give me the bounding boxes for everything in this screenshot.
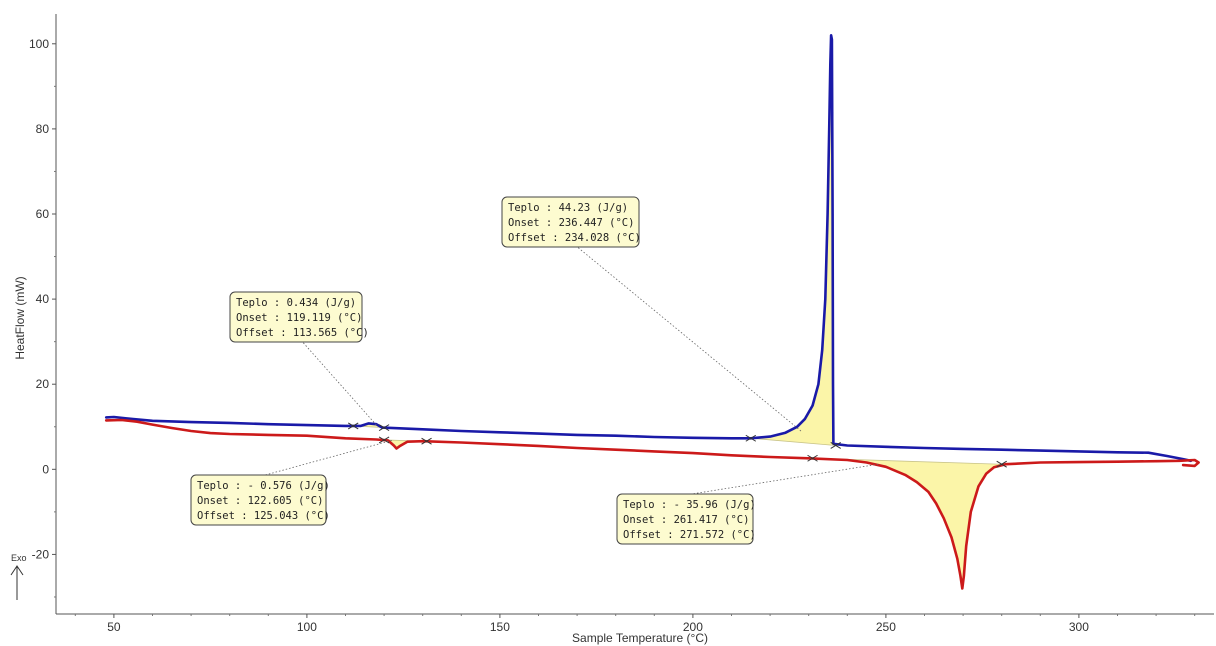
annotation-value: 234.028 bbox=[565, 232, 616, 244]
y-tick-label: -20 bbox=[32, 547, 50, 561]
x-tick-label: 250 bbox=[876, 620, 896, 634]
annotation-line: Onset : 119.119 (°C) bbox=[236, 312, 362, 324]
annotation-value: 261.417 bbox=[674, 514, 725, 526]
x-tick-label: 300 bbox=[1069, 620, 1089, 634]
annotation-value: 113.565 bbox=[293, 327, 344, 339]
x-tick-label: 100 bbox=[297, 620, 317, 634]
limit-marker-icon bbox=[347, 422, 359, 430]
annotation-leader bbox=[265, 439, 392, 476]
limit-marker-icon bbox=[807, 454, 818, 462]
y-tick-label: 0 bbox=[42, 462, 49, 476]
exo-arrow-icon bbox=[10, 565, 24, 600]
limit-marker-icon bbox=[830, 442, 841, 449]
annotation-value: 119.119 bbox=[287, 312, 338, 324]
limit-marker-icon bbox=[421, 437, 432, 445]
annotation-unit: (°C) bbox=[724, 514, 749, 526]
annotation-line: Offset : 271.572 (°C) bbox=[623, 529, 756, 541]
annotation-line: Offset : 113.565 (°C) bbox=[236, 327, 369, 339]
annotation-line: Teplo : 0.434 (J/g) bbox=[236, 297, 356, 309]
annotation-value: 236.447 bbox=[559, 217, 610, 229]
y-axis-label: HeatFlow (mW) bbox=[13, 276, 27, 359]
annotation-unit: (J/g) bbox=[724, 499, 756, 511]
y-tick-label: 80 bbox=[36, 122, 50, 136]
peak-fill-2 bbox=[750, 35, 836, 446]
annotation-callout: Teplo : - 35.96 (J/g) Onset : 261.417 (°C… bbox=[616, 463, 879, 545]
annotation-label: Onset : bbox=[236, 312, 287, 324]
annotation-line: Onset : 261.417 (°C) bbox=[623, 514, 749, 526]
annotation-value: 125.043 bbox=[254, 510, 305, 522]
x-tick-label: 50 bbox=[107, 620, 121, 634]
annotation-line: Teplo : 44.23 (J/g) bbox=[508, 202, 628, 214]
annotation-label: Onset : bbox=[508, 217, 559, 229]
exo-label: Exo bbox=[11, 553, 27, 563]
limit-marker-icon bbox=[996, 460, 1007, 468]
annotation-leader bbox=[577, 246, 802, 432]
annotation-value: 271.572 bbox=[680, 529, 731, 541]
annotation-value: - 35.96 bbox=[674, 499, 725, 511]
annotation-leader bbox=[302, 341, 377, 426]
annotation-label: Offset : bbox=[623, 529, 680, 541]
x-tick-label: 200 bbox=[683, 620, 703, 634]
annotation-unit: (°C) bbox=[730, 529, 755, 541]
integration-markers bbox=[347, 422, 1007, 468]
y-tick-label: 100 bbox=[29, 37, 49, 51]
annotation-label: Teplo : bbox=[197, 480, 248, 492]
annotation-line: Offset : 234.028 (°C) bbox=[508, 232, 641, 244]
series-layer bbox=[104, 34, 1200, 590]
annotation-label: Offset : bbox=[197, 510, 254, 522]
annotation-line: Teplo : - 35.96 (J/g) bbox=[623, 499, 756, 511]
annotation-box bbox=[616, 493, 754, 545]
peak-fill-3 bbox=[812, 458, 1002, 589]
baseline-chord-2 bbox=[750, 437, 836, 446]
annotation-callout: Teplo : 0.434 (J/g)Onset : 119.119 (°C)O… bbox=[229, 291, 377, 426]
annotation-label: Teplo : bbox=[623, 499, 674, 511]
y-tick-label: 40 bbox=[36, 292, 50, 306]
annotation-callout: Teplo : - 0.576 (J/g) Onset : 122.605 (°C… bbox=[190, 439, 392, 526]
annotation-value: - 0.576 bbox=[248, 480, 299, 492]
axes: 50 100 150 200 250 300 -20 0 20 40 60 80 100 bbox=[29, 14, 1214, 634]
annotation-label: Onset : bbox=[623, 514, 674, 526]
annotation-line: Onset : 236.447 (°C) bbox=[508, 217, 634, 229]
limit-marker-icon bbox=[745, 434, 757, 442]
x-tick-label: 150 bbox=[490, 620, 510, 634]
annotation-value: 0.434 bbox=[287, 297, 325, 309]
annotation-label: Onset : bbox=[197, 495, 248, 507]
annotation-box bbox=[501, 196, 640, 248]
y-tick-label: 20 bbox=[36, 377, 50, 391]
annotation-unit: (°C) bbox=[304, 510, 329, 522]
annotation-unit: (°C) bbox=[343, 327, 368, 339]
annotation-unit: (°C) bbox=[609, 217, 634, 229]
annotation-label: Offset : bbox=[508, 232, 565, 244]
annotation-line: Offset : 125.043 (°C) bbox=[197, 510, 330, 522]
annotation-unit: (°C) bbox=[298, 495, 323, 507]
annotation-leader bbox=[691, 463, 879, 495]
annotation-value: 44.23 bbox=[559, 202, 597, 214]
x-axis-label: Sample Temperature (°C) bbox=[572, 631, 708, 645]
annotation-unit: (J/g) bbox=[325, 297, 357, 309]
annotation-box bbox=[190, 474, 327, 526]
annotation-label: Teplo : bbox=[236, 297, 287, 309]
limit-marker-icon bbox=[378, 424, 390, 432]
annotations: Teplo : 0.434 (J/g)Onset : 119.119 (°C)O… bbox=[190, 196, 879, 545]
annotation-unit: (J/g) bbox=[597, 202, 629, 214]
annotation-label: Teplo : bbox=[508, 202, 559, 214]
annotation-line: Onset : 122.605 (°C) bbox=[197, 495, 323, 507]
annotation-callout: Teplo : 44.23 (J/g)Onset : 236.447 (°C)O… bbox=[501, 196, 802, 432]
annotation-label: Offset : bbox=[236, 327, 293, 339]
annotation-unit: (°C) bbox=[337, 312, 362, 324]
annotation-unit: (J/g) bbox=[298, 480, 330, 492]
annotation-box bbox=[229, 291, 363, 343]
y-tick-label: 60 bbox=[36, 207, 50, 221]
series-line-1 bbox=[104, 418, 1200, 590]
annotation-value: 122.605 bbox=[248, 495, 299, 507]
series-line-0 bbox=[104, 34, 1193, 463]
annotation-line: Teplo : - 0.576 (J/g) bbox=[197, 480, 330, 492]
annotation-unit: (°C) bbox=[615, 232, 640, 244]
